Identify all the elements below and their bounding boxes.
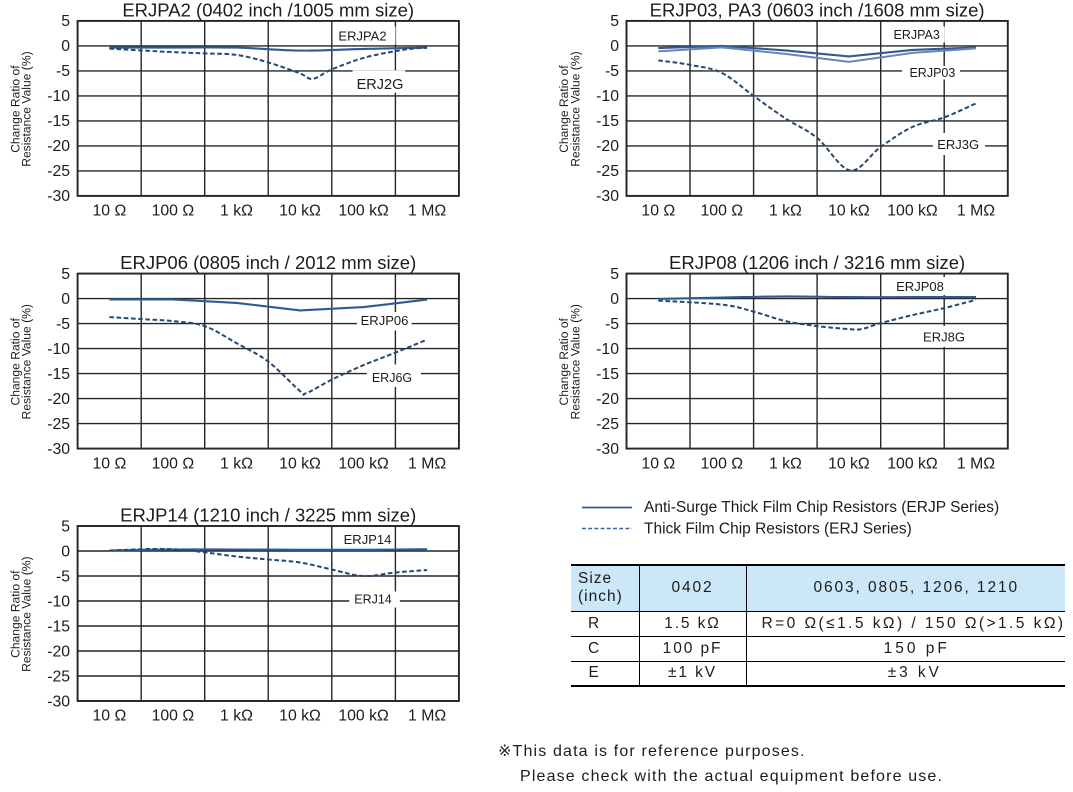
svg-text:-30: -30 [47, 693, 70, 710]
svg-text:-25: -25 [47, 416, 70, 433]
svg-text:-15: -15 [47, 618, 70, 635]
svg-text:Change Ratio of: Change Ratio of [8, 317, 22, 405]
svg-text:-25: -25 [47, 163, 70, 180]
svg-text:10 kΩ: 10 kΩ [279, 203, 321, 220]
svg-text:-30: -30 [47, 188, 70, 205]
svg-text:-10: -10 [596, 341, 619, 358]
svg-text:-10: -10 [47, 341, 70, 358]
svg-text:Change Ratio of: Change Ratio of [8, 570, 22, 658]
svg-text:Resistance Value (%): Resistance Value (%) [568, 51, 582, 166]
svg-text:100 Ω: 100 Ω [152, 455, 195, 472]
svg-text:10 Ω: 10 Ω [641, 455, 675, 472]
svg-text:10 kΩ: 10 kΩ [279, 708, 321, 725]
svg-text:100 Ω: 100 Ω [152, 708, 195, 725]
svg-text:100 kΩ: 100 kΩ [338, 203, 389, 220]
svg-text:100 kΩ: 100 kΩ [338, 708, 389, 725]
svg-text:ERJP06 (0805 inch / 2012 mm si: ERJP06 (0805 inch / 2012 mm size) [120, 252, 416, 273]
svg-text:-20: -20 [47, 138, 70, 155]
svg-text:10 Ω: 10 Ω [93, 455, 127, 472]
svg-text:-25: -25 [596, 416, 619, 433]
svg-text:100 kΩ: 100 kΩ [338, 455, 389, 472]
svg-text:-10: -10 [596, 88, 619, 105]
svg-text:1 kΩ: 1 kΩ [220, 455, 253, 472]
svg-text:5: 5 [61, 518, 70, 535]
svg-text:-30: -30 [47, 441, 70, 458]
svg-text:-15: -15 [47, 113, 70, 130]
svg-text:1 MΩ: 1 MΩ [957, 455, 995, 472]
svg-text:5: 5 [61, 13, 70, 30]
svg-text:Thick Film Chip Resistors (ERJ: Thick Film Chip Resistors (ERJ Series) [644, 521, 912, 538]
svg-text:Resistance Value (%): Resistance Value (%) [20, 51, 34, 166]
svg-text:1 kΩ: 1 kΩ [769, 203, 802, 220]
svg-text:ERJPA3: ERJPA3 [894, 28, 940, 42]
svg-text:ERJ8G: ERJ8G [923, 330, 965, 345]
svg-text:ERJ6G: ERJ6G [372, 371, 412, 385]
svg-text:10 kΩ: 10 kΩ [279, 455, 321, 472]
svg-text:-5: -5 [605, 63, 619, 80]
svg-text:10 Ω: 10 Ω [93, 708, 127, 725]
svg-text:ERJPA2 (0402 inch /1005 mm siz: ERJPA2 (0402 inch /1005 mm size) [122, 0, 414, 20]
svg-text:ERJ3G: ERJ3G [937, 137, 979, 152]
svg-text:ERJP03, PA3 (0603 inch /1608 m: ERJP03, PA3 (0603 inch /1608 mm size) [650, 0, 985, 20]
svg-text:Resistance Value (%): Resistance Value (%) [20, 557, 34, 672]
svg-text:ERJ2G: ERJ2G [357, 77, 404, 93]
svg-text:Change Ratio of: Change Ratio of [557, 317, 571, 405]
svg-text:-30: -30 [596, 441, 619, 458]
svg-text:0: 0 [61, 291, 70, 308]
svg-text:ERJ14: ERJ14 [354, 592, 392, 606]
svg-text:1 kΩ: 1 kΩ [220, 203, 253, 220]
svg-text:-5: -5 [605, 316, 619, 333]
svg-text:-20: -20 [596, 138, 619, 155]
svg-text:ERJP06: ERJP06 [361, 313, 409, 328]
svg-text:-20: -20 [47, 643, 70, 660]
svg-text:0: 0 [61, 38, 70, 55]
svg-text:10 kΩ: 10 kΩ [828, 455, 870, 472]
svg-text:-10: -10 [47, 88, 70, 105]
svg-text:10 kΩ: 10 kΩ [828, 203, 870, 220]
svg-text:ERJP14 (1210 inch / 3225 mm si: ERJP14 (1210 inch / 3225 mm size) [120, 505, 416, 526]
svg-text:-10: -10 [47, 593, 70, 610]
svg-text:0: 0 [610, 38, 619, 55]
svg-text:100 Ω: 100 Ω [701, 455, 744, 472]
svg-text:ERJP03: ERJP03 [909, 66, 955, 80]
svg-text:100 Ω: 100 Ω [152, 203, 195, 220]
svg-text:Anti-Surge Thick Film Chip Res: Anti-Surge Thick Film Chip Resistors (ER… [644, 499, 999, 516]
svg-text:-25: -25 [596, 163, 619, 180]
svg-text:Resistance Value (%): Resistance Value (%) [568, 304, 582, 419]
svg-text:10 Ω: 10 Ω [641, 203, 675, 220]
svg-text:-15: -15 [47, 366, 70, 383]
svg-text:ERJP08: ERJP08 [896, 279, 944, 294]
svg-text:100 Ω: 100 Ω [701, 203, 744, 220]
svg-text:Change Ratio of: Change Ratio of [8, 65, 22, 153]
svg-text:ERJP08 (1206 inch / 3216 mm si: ERJP08 (1206 inch / 3216 mm size) [669, 252, 965, 273]
svg-text:1 MΩ: 1 MΩ [408, 708, 446, 725]
svg-text:1 MΩ: 1 MΩ [957, 203, 995, 220]
svg-text:10 Ω: 10 Ω [93, 203, 127, 220]
svg-text:5: 5 [61, 266, 70, 283]
svg-text:ERJP14: ERJP14 [344, 532, 392, 547]
svg-text:5: 5 [610, 13, 619, 30]
svg-text:0: 0 [610, 291, 619, 308]
svg-text:1 kΩ: 1 kΩ [220, 708, 253, 725]
svg-text:-5: -5 [56, 316, 70, 333]
svg-text:1 MΩ: 1 MΩ [408, 203, 446, 220]
svg-text:-30: -30 [596, 188, 619, 205]
svg-text:100 kΩ: 100 kΩ [887, 455, 938, 472]
svg-text:-20: -20 [47, 391, 70, 408]
svg-text:-5: -5 [56, 568, 70, 585]
svg-text:ERJPA2: ERJPA2 [338, 29, 386, 44]
svg-text:100 kΩ: 100 kΩ [887, 203, 938, 220]
svg-text:1 kΩ: 1 kΩ [769, 455, 802, 472]
svg-text:-15: -15 [596, 113, 619, 130]
svg-text:0: 0 [61, 543, 70, 560]
svg-text:-25: -25 [47, 668, 70, 685]
svg-text:5: 5 [610, 266, 619, 283]
svg-text:-5: -5 [56, 63, 70, 80]
svg-text:-20: -20 [596, 391, 619, 408]
svg-text:-15: -15 [596, 366, 619, 383]
svg-text:Change Ratio of: Change Ratio of [557, 65, 571, 153]
svg-text:Resistance Value (%): Resistance Value (%) [20, 304, 34, 419]
svg-text:1 MΩ: 1 MΩ [408, 455, 446, 472]
